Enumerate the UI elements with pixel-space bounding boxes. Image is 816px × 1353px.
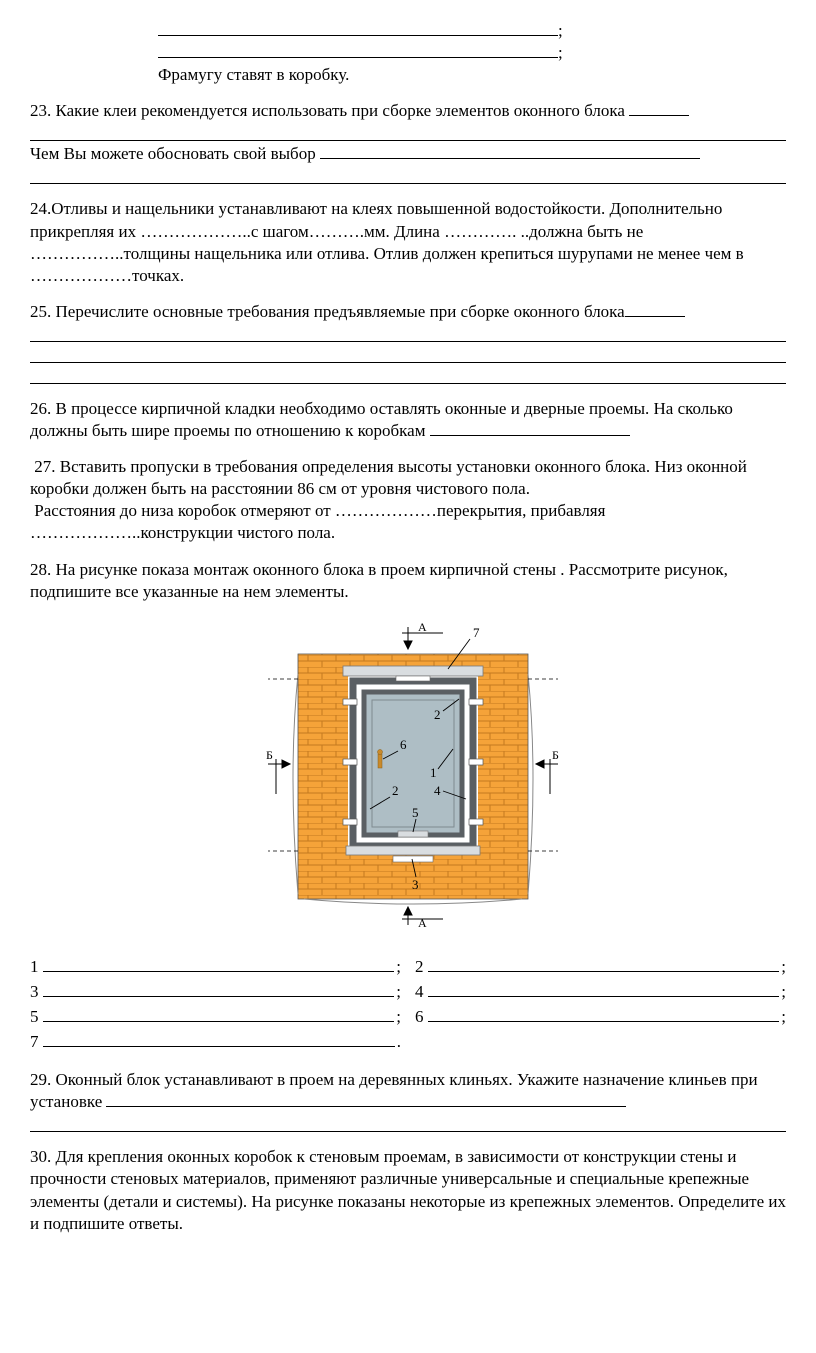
answer-term: ; — [781, 1006, 786, 1028]
blank-full-line — [30, 365, 786, 384]
answer-term: ; — [396, 981, 401, 1003]
answer-term: ; — [396, 1006, 401, 1028]
q24-text: 24.Отливы и нащельники устанавливают на … — [30, 199, 744, 284]
blank-line — [106, 1106, 626, 1107]
blank-line — [629, 115, 689, 116]
answer-num: 7 — [30, 1031, 39, 1053]
q23-block: 23. Какие клеи рекомендуется использоват… — [30, 100, 786, 184]
blank-full-line — [30, 1113, 786, 1132]
answer-blank — [43, 980, 395, 997]
label-7: 7 — [473, 625, 480, 640]
answer-term: . — [397, 1031, 401, 1053]
q23-text2: Чем Вы можете обосновать свой выбор — [30, 144, 320, 163]
answers-28-grid: 1 ; 2 ; 3 ; 4 ; 5 ; 6 ; 7 . — [30, 955, 786, 1053]
q25-block: 25. Перечислите основные требования пред… — [30, 301, 786, 384]
answer-row: 6 ; — [415, 1005, 786, 1028]
blank-full-line — [30, 165, 786, 184]
semicolon: ; — [558, 20, 563, 42]
blank-full-line — [30, 323, 786, 342]
q30-text: 30. Для крепления оконных коробок к стен… — [30, 1147, 786, 1232]
blank-full-line — [30, 122, 786, 141]
answer-blank — [43, 1030, 395, 1047]
label-A-top: А — [418, 620, 427, 634]
q28-block: 28. На рисунке показа монтаж оконного бл… — [30, 559, 786, 603]
blank-line — [158, 57, 558, 58]
blank-line — [320, 158, 700, 159]
q26-block: 26. В процессе кирпичной кладки необходи… — [30, 398, 786, 442]
label-5: 5 — [412, 805, 419, 820]
q24-block: 24.Отливы и нащельники устанавливают на … — [30, 198, 786, 286]
answer-term: ; — [781, 981, 786, 1003]
q25-text: 25. Перечислите основные требования пред… — [30, 302, 625, 321]
blank-line — [158, 35, 558, 36]
answer-num: 3 — [30, 981, 39, 1003]
label-B-left: Б — [266, 748, 273, 762]
answer-row: 5 ; — [30, 1005, 401, 1028]
answer-blank — [43, 1005, 395, 1022]
q27-text: 27. Вставить пропуски в требования опред… — [30, 457, 751, 542]
answer-row: 7 . — [30, 1030, 401, 1053]
q27-block: 27. Вставить пропуски в требования опред… — [30, 456, 786, 544]
label-2a: 2 — [434, 707, 441, 722]
q30-block: 30. Для крепления оконных коробок к стен… — [30, 1146, 786, 1234]
q26-text: 26. В процессе кирпичной кладки необходи… — [30, 399, 733, 440]
q29-block: 29. Оконный блок устанавливают в проем н… — [30, 1069, 786, 1132]
label-4: 4 — [434, 783, 441, 798]
diagram-svg: А А Б Б 7 2 1 4 6 2 5 3 — [238, 619, 578, 929]
answer-row: 2 ; — [415, 955, 786, 978]
answer-num: 5 — [30, 1006, 39, 1028]
q28-text: 28. На рисунке показа монтаж оконного бл… — [30, 560, 728, 601]
answer-num: 4 — [415, 981, 424, 1003]
answer-row: 4 ; — [415, 980, 786, 1003]
label-B-right: Б — [552, 748, 559, 762]
answer-term: ; — [781, 956, 786, 978]
label-3: 3 — [412, 877, 419, 892]
label-A-bottom: А — [418, 916, 427, 929]
answer-blank — [43, 955, 395, 972]
blank-line — [430, 435, 630, 436]
answer-row: 3 ; — [30, 980, 401, 1003]
answer-term: ; — [396, 956, 401, 978]
answer-blank — [428, 1005, 780, 1022]
label-1: 1 — [430, 765, 437, 780]
top-line3: Фрамугу ставят в коробку. — [158, 64, 786, 86]
answer-num: 2 — [415, 956, 424, 978]
answer-num: 1 — [30, 956, 39, 978]
blank-full-line — [30, 344, 786, 363]
top-indent-block: ; ; Фрамугу ставят в коробку. — [30, 20, 786, 86]
q23-text1: 23. Какие клеи рекомендуется использоват… — [30, 101, 629, 120]
label-6: 6 — [400, 737, 407, 752]
window-diagram: А А Б Б 7 2 1 4 6 2 5 3 — [30, 619, 786, 935]
answer-blank — [428, 980, 780, 997]
answer-num: 6 — [415, 1006, 424, 1028]
blank-line — [625, 316, 685, 317]
answer-row: 1 ; — [30, 955, 401, 978]
label-2b: 2 — [392, 783, 399, 798]
q29-text: 29. Оконный блок устанавливают в проем н… — [30, 1070, 758, 1111]
semicolon: ; — [558, 42, 563, 64]
answer-blank — [428, 955, 780, 972]
